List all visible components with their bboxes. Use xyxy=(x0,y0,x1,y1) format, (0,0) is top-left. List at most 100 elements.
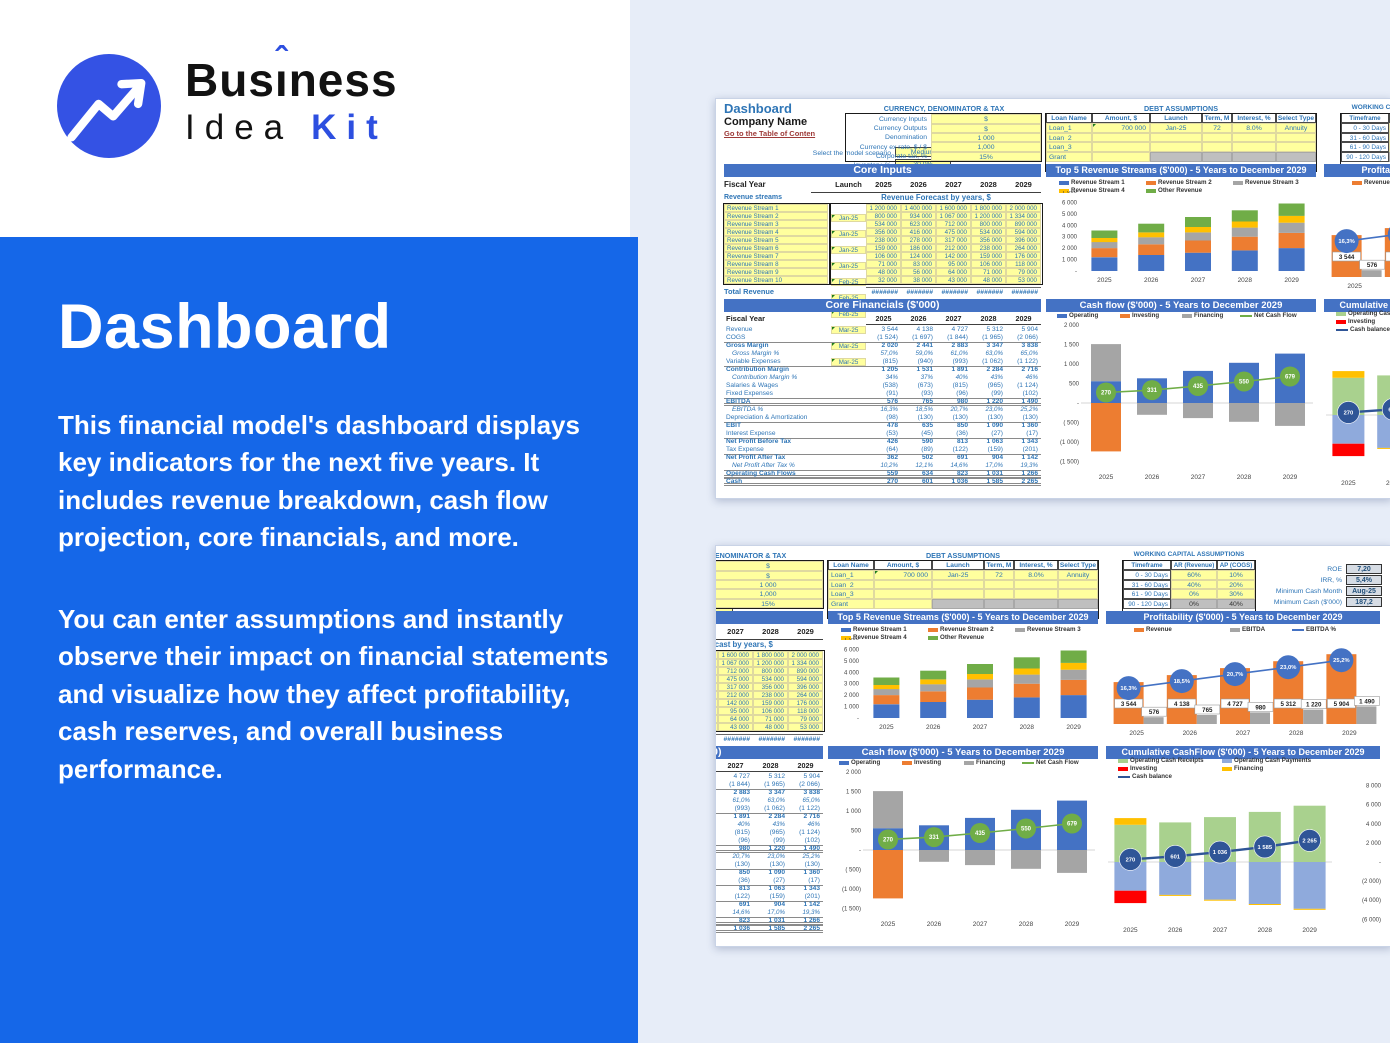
stream-value-cell[interactable]: 212 000 xyxy=(936,244,971,252)
stream-value-cell[interactable]: 396 000 xyxy=(1006,236,1041,244)
stream-value-cell[interactable]: 1 067 000 xyxy=(936,212,971,220)
stream-value-cell[interactable]: 1 334 000 xyxy=(788,659,823,667)
stream-value-cell[interactable]: 2 000 000 xyxy=(788,651,823,659)
revenue-stream-name-cell[interactable]: Revenue Stream 1 xyxy=(724,204,828,212)
stream-value-cell[interactable]: 71 000 xyxy=(866,260,901,268)
debt-cell[interactable]: 72 xyxy=(984,570,1014,580)
stream-value-cell[interactable]: 1 600 000 xyxy=(936,204,971,212)
stream-value-cell[interactable]: 1 600 000 xyxy=(718,651,753,659)
debt-cell[interactable]: Loan_2 xyxy=(1046,132,1092,143)
stream-value-cell[interactable]: 800 000 xyxy=(971,220,1006,228)
stream-launch-cell[interactable]: Jan-25 xyxy=(831,261,866,270)
stream-value-cell[interactable]: 238 000 xyxy=(971,244,1006,252)
debt-cell[interactable] xyxy=(1276,142,1316,153)
wc-value-cell[interactable]: 0% xyxy=(1171,589,1217,600)
wc-value-cell[interactable]: 20% xyxy=(1217,579,1255,590)
stream-value-cell[interactable]: 934 000 xyxy=(716,659,718,667)
stream-launch-cell[interactable]: Jan-25 xyxy=(831,245,866,254)
debt-cell[interactable] xyxy=(1058,589,1098,600)
debt-cell[interactable]: Loan_3 xyxy=(828,589,874,600)
stream-value-cell[interactable]: 800 000 xyxy=(866,212,901,220)
stream-value-cell[interactable]: 124 000 xyxy=(716,699,718,707)
stream-value-cell[interactable]: 475 000 xyxy=(936,228,971,236)
stream-launch-cell[interactable]: Mar-25 xyxy=(831,357,866,366)
currency-input-cell[interactable]: $ xyxy=(931,114,1041,124)
debt-cell[interactable]: 72 xyxy=(1202,123,1232,133)
currency-input-cell[interactable]: 15% xyxy=(931,151,1041,162)
stream-value-cell[interactable]: 32 000 xyxy=(866,276,901,284)
stream-value-cell[interactable]: 934 000 xyxy=(901,212,936,220)
currency-input-cell[interactable]: $ xyxy=(716,561,823,571)
debt-cell[interactable]: 8.0% xyxy=(1014,570,1058,580)
stream-launch-cell[interactable]: Jan-25 xyxy=(831,229,866,238)
stream-value-cell[interactable]: 38 000 xyxy=(716,723,718,731)
stream-value-cell[interactable]: 264 000 xyxy=(1006,244,1041,252)
stream-value-cell[interactable]: 79 000 xyxy=(1006,268,1041,276)
currency-input-cell[interactable]: 15% xyxy=(716,598,823,609)
stream-value-cell[interactable]: 356 000 xyxy=(971,236,1006,244)
debt-cell[interactable]: Loan_1 xyxy=(1046,123,1092,133)
stream-value-cell[interactable]: 1 800 000 xyxy=(753,651,788,659)
stream-value-cell[interactable]: 159 000 xyxy=(753,699,788,707)
debt-cell[interactable]: Loan_1 xyxy=(828,570,874,580)
stream-value-cell[interactable]: 890 000 xyxy=(1006,220,1041,228)
stream-launch-cell[interactable]: Jan-25 xyxy=(831,213,866,222)
stream-value-cell[interactable]: 594 000 xyxy=(788,675,823,683)
revenue-stream-name-cell[interactable]: Revenue Stream 5 xyxy=(724,236,828,244)
debt-cell[interactable] xyxy=(984,579,1014,590)
stream-value-cell[interactable]: 317 000 xyxy=(936,236,971,244)
debt-cell[interactable] xyxy=(874,599,932,609)
stream-value-cell[interactable]: 1 200 000 xyxy=(971,212,1006,220)
debt-cell[interactable] xyxy=(1276,132,1316,143)
wc-value-cell[interactable]: 60% xyxy=(1171,570,1217,580)
currency-input-cell[interactable]: 1 000 xyxy=(931,133,1041,143)
debt-cell[interactable]: Loan_2 xyxy=(828,579,874,590)
currency-input-cell[interactable]: 1,000 xyxy=(931,142,1041,152)
stream-value-cell[interactable]: 64 000 xyxy=(718,715,753,723)
debt-cell[interactable]: 700 000 xyxy=(1092,123,1150,133)
revenue-stream-name-cell[interactable]: Revenue Stream 7 xyxy=(724,252,828,260)
debt-cell[interactable] xyxy=(984,589,1014,600)
stream-value-cell[interactable]: 176 000 xyxy=(1006,252,1041,260)
stream-value-cell[interactable]: 712 000 xyxy=(936,220,971,228)
stream-value-cell[interactable]: 106 000 xyxy=(753,707,788,715)
stream-value-cell[interactable]: 53 000 xyxy=(1006,276,1041,284)
debt-cell[interactable] xyxy=(932,589,984,600)
revenue-stream-name-cell[interactable]: Revenue Stream 4 xyxy=(724,228,828,236)
debt-cell[interactable] xyxy=(1092,142,1150,153)
debt-cell[interactable] xyxy=(1150,142,1202,153)
stream-value-cell[interactable]: 43 000 xyxy=(718,723,753,731)
debt-cell[interactable] xyxy=(1058,579,1098,590)
debt-cell[interactable] xyxy=(1232,142,1276,153)
stream-value-cell[interactable]: 356 000 xyxy=(753,683,788,691)
stream-value-cell[interactable]: 416 000 xyxy=(901,228,936,236)
debt-cell[interactable] xyxy=(1014,589,1058,600)
debt-cell[interactable] xyxy=(1232,132,1276,143)
stream-value-cell[interactable]: 106 000 xyxy=(866,252,901,260)
wc-value-cell[interactable]: 10% xyxy=(1217,570,1255,580)
stream-value-cell[interactable]: 159 000 xyxy=(971,252,1006,260)
stream-value-cell[interactable]: 264 000 xyxy=(788,691,823,699)
table-of-contents-link[interactable]: Go to the Table of Conten xyxy=(724,129,816,138)
stream-value-cell[interactable]: 56 000 xyxy=(901,268,936,276)
stream-value-cell[interactable]: 1 400 000 xyxy=(716,651,718,659)
stream-value-cell[interactable]: 83 000 xyxy=(716,707,718,715)
stream-value-cell[interactable]: 278 000 xyxy=(901,236,936,244)
debt-cell[interactable] xyxy=(874,589,932,600)
stream-value-cell[interactable]: 142 000 xyxy=(936,252,971,260)
revenue-stream-name-cell[interactable]: Revenue Stream 6 xyxy=(724,244,828,252)
stream-value-cell[interactable]: 317 000 xyxy=(718,683,753,691)
stream-value-cell[interactable]: 238 000 xyxy=(753,691,788,699)
stream-value-cell[interactable]: 118 000 xyxy=(1006,260,1041,268)
stream-value-cell[interactable]: 48 000 xyxy=(753,723,788,731)
stream-value-cell[interactable]: 475 000 xyxy=(718,675,753,683)
wc-value-cell[interactable]: 40% xyxy=(1171,579,1217,590)
debt-cell[interactable] xyxy=(1202,142,1232,153)
debt-cell[interactable]: Jan-25 xyxy=(1150,123,1202,133)
stream-value-cell[interactable]: 124 000 xyxy=(901,252,936,260)
stream-value-cell[interactable]: 534 000 xyxy=(866,220,901,228)
stream-value-cell[interactable]: 53 000 xyxy=(788,723,823,731)
debt-cell[interactable] xyxy=(874,579,932,590)
stream-value-cell[interactable]: 416 000 xyxy=(716,675,718,683)
stream-value-cell[interactable]: 118 000 xyxy=(788,707,823,715)
